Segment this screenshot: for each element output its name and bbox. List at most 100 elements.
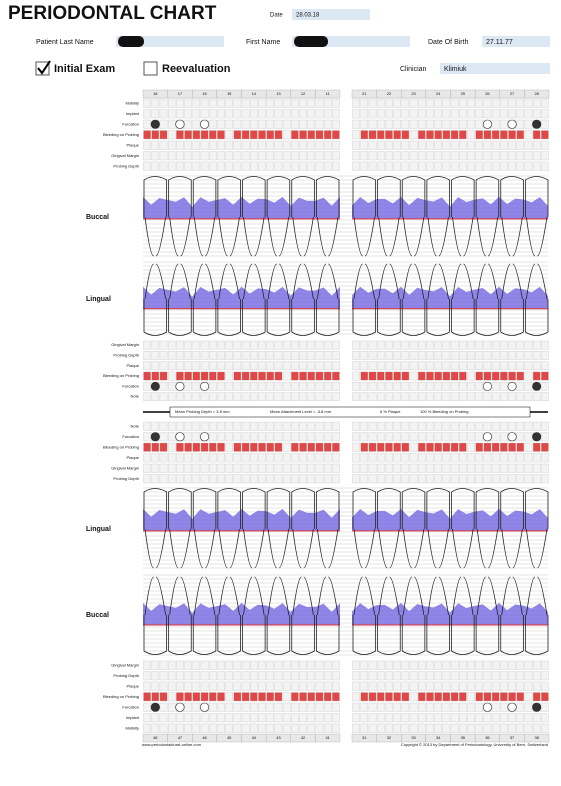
- cell: [217, 140, 225, 150]
- cell: [475, 109, 483, 119]
- cell: [426, 702, 434, 712]
- cell: [159, 140, 168, 150]
- cell: [418, 109, 426, 119]
- cell: [467, 382, 475, 391]
- cell: [434, 392, 442, 401]
- cell: [524, 371, 533, 381]
- cell: [225, 151, 233, 161]
- cell: [418, 681, 426, 691]
- bleeding-cell: [323, 692, 332, 702]
- cell: [467, 351, 475, 360]
- crown: [315, 488, 340, 529]
- cell: [500, 660, 508, 670]
- cell: [516, 361, 525, 371]
- cell: [393, 340, 401, 350]
- cell: [500, 382, 508, 391]
- cell: [360, 713, 369, 723]
- cell: [475, 713, 483, 723]
- cell: [360, 660, 369, 670]
- cell: [467, 161, 475, 171]
- root: [402, 528, 425, 569]
- cell: [418, 340, 426, 350]
- cell: [192, 463, 201, 473]
- cell: [225, 474, 233, 484]
- cell: [167, 681, 176, 691]
- cell: [516, 660, 525, 670]
- cell: [467, 474, 475, 484]
- cell: [323, 463, 332, 473]
- cell: [532, 660, 541, 670]
- cell: [401, 119, 410, 129]
- cell: [266, 702, 274, 712]
- cell: [491, 151, 500, 161]
- cell: [467, 340, 475, 350]
- cell: [409, 474, 418, 484]
- bleeding-cell: [450, 692, 459, 702]
- cell: [167, 713, 176, 723]
- cell: [418, 392, 426, 401]
- cell: [360, 382, 369, 391]
- root: [243, 576, 265, 616]
- cell: [184, 713, 192, 723]
- bleeding-cell: [241, 130, 250, 140]
- cell: [368, 340, 377, 350]
- cell: [475, 474, 483, 484]
- cell: [200, 474, 209, 484]
- cell: [409, 723, 418, 733]
- furcation: [175, 119, 185, 129]
- bleeding-cell: [332, 442, 340, 452]
- bleeding-cell: [516, 692, 525, 702]
- cell: [516, 463, 525, 473]
- cell: [401, 474, 410, 484]
- cell: [299, 723, 307, 733]
- cell: [233, 351, 242, 360]
- cell: [385, 432, 393, 442]
- root: [144, 528, 167, 569]
- cell: [475, 702, 483, 712]
- cell: [442, 463, 451, 473]
- bleeding-cell: [418, 442, 426, 452]
- cell: [192, 140, 201, 150]
- cell: [450, 421, 459, 431]
- cell: [307, 382, 316, 391]
- bleeding-cell: [217, 692, 225, 702]
- cell: [532, 151, 541, 161]
- cell: [167, 351, 176, 360]
- bleeding-cell: [266, 442, 274, 452]
- clinician-field: [440, 63, 550, 74]
- cell: [491, 98, 500, 108]
- cell: [332, 151, 340, 161]
- cell: [434, 109, 442, 119]
- cell: [217, 432, 225, 442]
- cell: [143, 723, 151, 733]
- cell: [233, 463, 242, 473]
- cell: [467, 713, 475, 723]
- cell: [475, 453, 483, 463]
- cell: [209, 361, 217, 371]
- checkbox[interactable]: [35, 61, 50, 76]
- cell: [541, 361, 549, 371]
- bleeding-cell: [508, 442, 516, 452]
- cell: [332, 453, 340, 463]
- cell: [434, 421, 442, 431]
- cell: [368, 161, 377, 171]
- root: [218, 528, 240, 569]
- cell: [541, 98, 549, 108]
- cell: [307, 98, 316, 108]
- cell: [467, 442, 475, 452]
- cell: [209, 713, 217, 723]
- cell: [401, 109, 410, 119]
- cell: [418, 474, 426, 484]
- cell: [385, 382, 393, 391]
- cell: [352, 442, 360, 452]
- cell: [233, 713, 242, 723]
- cell: [266, 723, 274, 733]
- cell: [393, 474, 401, 484]
- summary: Mean Probing Depth = 3.8 mm: [175, 409, 230, 414]
- checkbox[interactable]: [143, 61, 158, 76]
- cell: [508, 392, 516, 401]
- bleeding-cell: [258, 130, 266, 140]
- attachment-area: [143, 508, 340, 531]
- cell: [332, 723, 340, 733]
- cell: [508, 453, 516, 463]
